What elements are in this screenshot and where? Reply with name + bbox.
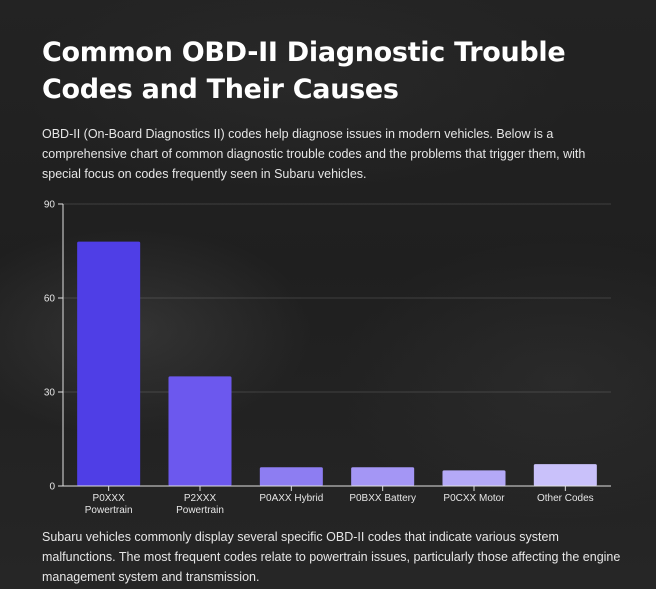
bar: [168, 376, 232, 486]
summary-paragraph: Subaru vehicles commonly display several…: [42, 530, 621, 584]
x-tick-label-line: Powertrain: [85, 505, 133, 516]
bar: [442, 470, 506, 486]
bar: [351, 467, 415, 486]
y-tick-label: 0: [49, 482, 55, 493]
bar: [259, 467, 323, 486]
x-tick-label-line: P2XXX: [184, 493, 217, 504]
x-tick-label-line: P0BXX Battery: [349, 493, 416, 504]
intro-paragraph: OBD-II (On-Board Diagnostics II) codes h…: [42, 127, 586, 181]
x-tick-label-line: P0AXX Hybrid: [259, 493, 323, 504]
bar: [77, 241, 141, 486]
x-tick-label: P0BXX Battery: [349, 493, 416, 504]
x-tick-label: P0CXX Motor: [443, 493, 505, 504]
x-tick-label-line: P0XXX: [93, 493, 126, 504]
x-tick-label-line: Other Codes: [537, 493, 594, 504]
x-tick-label: P2XXX Powertrain: [176, 493, 224, 516]
y-tick-label: 30: [44, 388, 56, 399]
x-tick-label: P0AXX Hybrid: [259, 493, 323, 504]
y-tick-label: 60: [44, 294, 56, 305]
chart-bars: [77, 241, 597, 486]
chart-gridlines: [63, 203, 611, 393]
x-tick-label-line: Powertrain: [176, 505, 224, 516]
x-tick-label: P0XXX Powertrain: [85, 493, 133, 516]
x-tick-label: Other Codes: [537, 493, 594, 504]
bar: [533, 464, 597, 486]
x-tick-label-line: P0CXX Motor: [443, 493, 505, 504]
y-tick-label: 90: [44, 200, 56, 211]
page-title: Common OBD-II Diagnostic Trouble Codes a…: [42, 37, 566, 105]
y-axis: 0 30 60 90: [44, 200, 64, 493]
